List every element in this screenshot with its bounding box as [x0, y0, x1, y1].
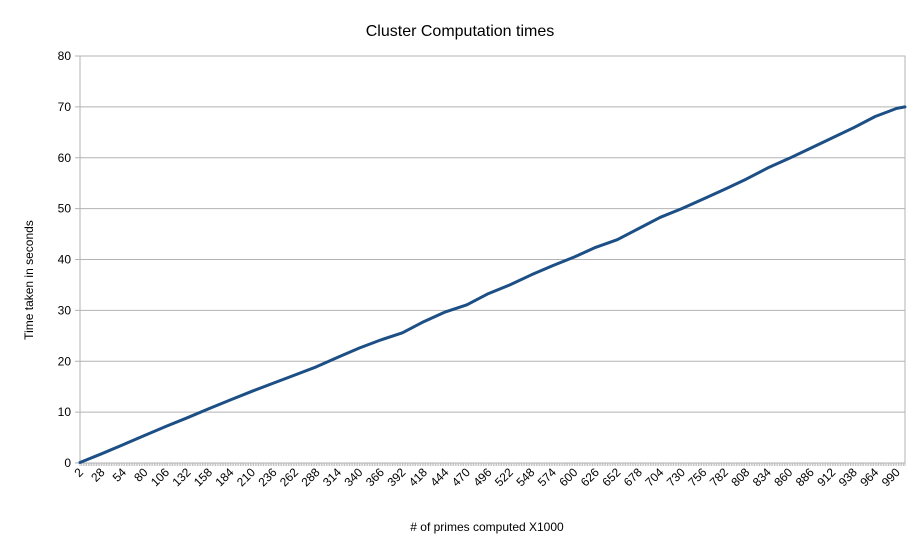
x-tick-label: 678	[621, 465, 645, 489]
x-tick-label: 548	[513, 465, 537, 489]
x-tick-label: 470	[449, 465, 473, 489]
x-tick-label: 314	[320, 465, 344, 489]
x-tick-label: 834	[750, 465, 774, 489]
x-tick-label: 938	[836, 465, 860, 489]
x-tick-label: 704	[642, 465, 666, 489]
x-tick-label: 2	[71, 465, 86, 480]
y-tick-label: 40	[58, 253, 72, 267]
x-tick-label: 886	[793, 465, 817, 489]
x-tick-label: 184	[213, 465, 237, 489]
y-tick-label: 20	[58, 354, 72, 368]
x-tick-label: 262	[277, 465, 301, 489]
x-tick-label: 236	[255, 465, 279, 489]
x-tick-label: 288	[298, 465, 322, 489]
x-tick-label: 912	[814, 465, 838, 489]
x-tick-label: 80	[131, 465, 151, 485]
gridlines	[80, 106, 905, 413]
x-tick-label: 158	[191, 465, 215, 489]
y-tick-label: 60	[58, 151, 72, 165]
x-tick-label: 964	[857, 465, 881, 489]
x-tick-label: 106	[148, 465, 172, 489]
x-tick-label: 600	[556, 465, 580, 489]
x-axis: 2 28 54 80106132158184210236262288314340366…	[71, 463, 906, 489]
x-tick-label: 496	[470, 465, 494, 489]
x-tick-label: 574	[535, 465, 559, 489]
x-tick-label: 132	[170, 465, 194, 489]
y-tick-label: 30	[58, 303, 72, 317]
x-tick-label: 782	[707, 465, 731, 489]
series-line	[78, 105, 907, 464]
x-tick-label: 366	[363, 465, 387, 489]
x-tick-label: 28	[88, 465, 108, 485]
x-tick-label: 444	[427, 465, 451, 489]
x-tick-label: 392	[384, 465, 408, 489]
x-tick-label: 626	[578, 465, 602, 489]
x-tick-label: 522	[492, 465, 516, 489]
y-axis-title: Time taken in seconds	[22, 220, 36, 340]
chart-title: Cluster Computation times	[366, 23, 555, 40]
x-tick-label: 990	[879, 465, 903, 489]
y-tick-label: 10	[58, 405, 72, 419]
x-tick-label: 808	[728, 465, 752, 489]
x-tick-label: 418	[406, 465, 430, 489]
y-tick-label: 70	[58, 100, 72, 114]
x-tick-label: 54	[110, 465, 130, 485]
x-tick-label: 860	[771, 465, 795, 489]
x-tick-label: 210	[234, 465, 258, 489]
x-tick-label: 340	[341, 465, 365, 489]
y-axis: 0 10 20 30 40 50 60 70 80	[58, 49, 80, 470]
series-group	[78, 105, 907, 464]
y-tick-label: 50	[58, 202, 72, 216]
x-tick-label: 756	[685, 465, 709, 489]
x-axis-title: # of primes computed X1000	[410, 520, 564, 534]
y-tick-label: 80	[58, 49, 72, 63]
x-tick-label: 652	[599, 465, 623, 489]
x-tick-label: 730	[664, 465, 688, 489]
y-tick-label: 0	[64, 456, 71, 470]
